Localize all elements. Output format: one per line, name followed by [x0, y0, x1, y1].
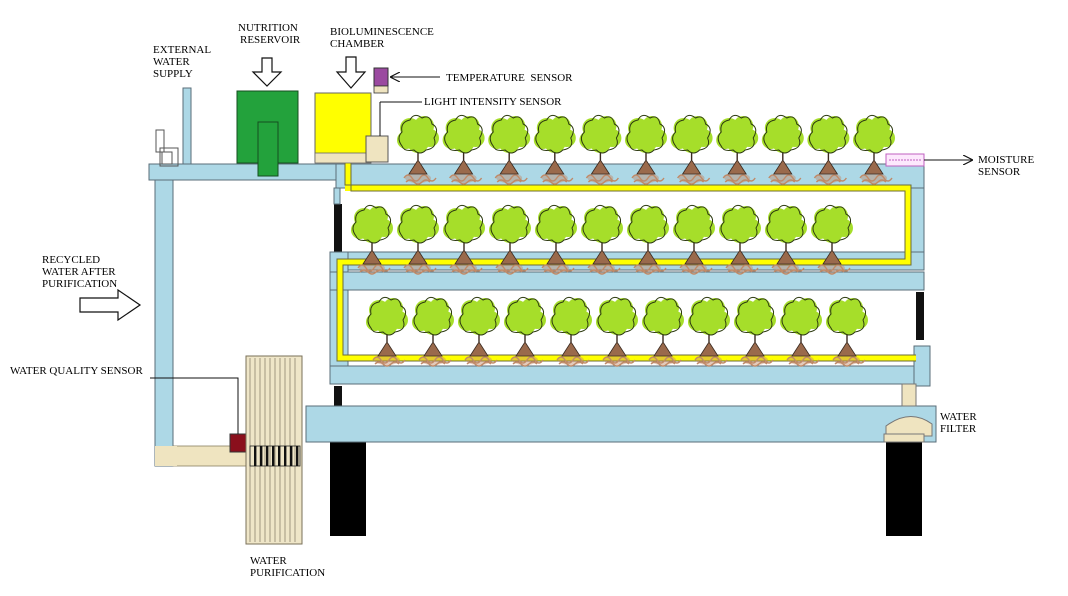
plant [397, 114, 439, 185]
plant [719, 204, 761, 275]
label-moisture-sensor-1: MOISTURE [978, 154, 1035, 166]
plant [853, 114, 895, 185]
label-nutrition-reservoir-1: NUTRITION [238, 22, 298, 34]
plant [765, 204, 807, 275]
plant [811, 204, 853, 275]
plant [780, 296, 822, 367]
external-supply-pipe [182, 87, 192, 167]
plant [642, 296, 684, 367]
purifier-band-rib [260, 446, 263, 466]
purifier-band-rib [290, 446, 293, 466]
purifier-band [249, 445, 301, 467]
plant [504, 296, 546, 367]
plant [442, 114, 485, 185]
frame-verticals [334, 204, 924, 408]
plant [625, 114, 667, 185]
nutrition-input-arrow [251, 57, 283, 87]
leader-lines [150, 77, 972, 434]
plant [807, 114, 850, 185]
input-arrows [79, 56, 367, 322]
plant [579, 114, 622, 185]
label-external-supply-3: SUPPLY [153, 68, 193, 80]
light-strip [337, 148, 916, 361]
label-recycled-water-2: WATER AFTER [42, 266, 116, 278]
label-temperature-sensor: TEMPERATURE SENSOR [446, 72, 573, 84]
label-water-filter-1: WATER [940, 411, 977, 423]
external-supply-valve [155, 129, 179, 167]
plant [734, 296, 776, 367]
plant [397, 204, 439, 275]
plant [489, 204, 531, 275]
plant-groups [351, 114, 895, 367]
plant [458, 296, 500, 367]
label-moisture-sensor-2: SENSOR [978, 166, 1021, 178]
plant [533, 114, 576, 185]
plant [688, 296, 730, 367]
plant [761, 114, 804, 185]
purifier-band-ribs [254, 446, 299, 466]
plant [535, 204, 577, 275]
left-leg [330, 442, 366, 536]
label-water-quality-sensor: WATER QUALITY SENSOR [10, 365, 143, 377]
label-nutrition-reservoir-2: RESERVOIR [240, 34, 301, 46]
left-down-pipe [154, 179, 174, 467]
plant [670, 114, 713, 185]
label-water-purification-2: PURIFICATION [250, 567, 325, 579]
plant [351, 204, 393, 275]
support-legs [330, 442, 922, 536]
label-external-supply-1: EXTERNAL [153, 44, 211, 56]
plant [581, 204, 623, 275]
tray-bottom [329, 365, 931, 385]
label-bioluminescence-2: CHAMBER [330, 38, 385, 50]
purifier-band-rib [254, 446, 257, 466]
bioluminescence-chamber [314, 92, 372, 164]
chamber-input-arrow [335, 56, 367, 89]
plant [412, 296, 454, 367]
light-strip-outline [336, 148, 916, 362]
purifier-band-rib [284, 446, 287, 466]
label-water-purification-1: WATER [250, 555, 287, 567]
tray-right-wall-lower [913, 345, 931, 387]
plant [826, 296, 868, 367]
plant [673, 204, 715, 275]
plant-tier-bottom [366, 296, 868, 367]
label-bioluminescence-1: BIOLUMINESCENCE [330, 26, 434, 38]
bottom-return-pipe [305, 405, 937, 443]
nutrition-reservoir [236, 90, 299, 177]
tray-middle-2 [329, 271, 925, 291]
purifier-band-rib [266, 446, 269, 466]
plant [443, 204, 485, 275]
purifier-band-rib [278, 446, 281, 466]
label-recycled-water-1: RECYCLED [42, 254, 100, 266]
plant-tier-middle [351, 204, 853, 275]
purifier-band-rib [296, 446, 299, 466]
plant [488, 114, 531, 185]
label-recycled-water-3: PURIFICATION [42, 278, 117, 290]
plant-tier-top [397, 114, 895, 185]
water-quality-sensor [229, 433, 249, 453]
right-leg [886, 442, 922, 536]
plant [596, 296, 638, 367]
label-light-intensity-sensor: LIGHT INTENSITY SENSOR [424, 96, 562, 108]
plant [627, 204, 669, 275]
plant [716, 114, 759, 185]
purifier-band-rib [272, 446, 275, 466]
plant [366, 296, 408, 367]
water-quality-sensor-leader [150, 377, 239, 434]
tray-left-wall-top [333, 187, 341, 205]
light-intensity-sensor [365, 135, 389, 163]
recycled-water-arrow [79, 288, 142, 322]
label-external-supply-2: WATER [153, 56, 190, 68]
plant [550, 296, 592, 367]
water-filter [883, 383, 933, 443]
moisture-sensor [885, 153, 925, 167]
label-water-filter-2: FILTER [940, 423, 977, 435]
temperature-sensor [373, 67, 389, 94]
